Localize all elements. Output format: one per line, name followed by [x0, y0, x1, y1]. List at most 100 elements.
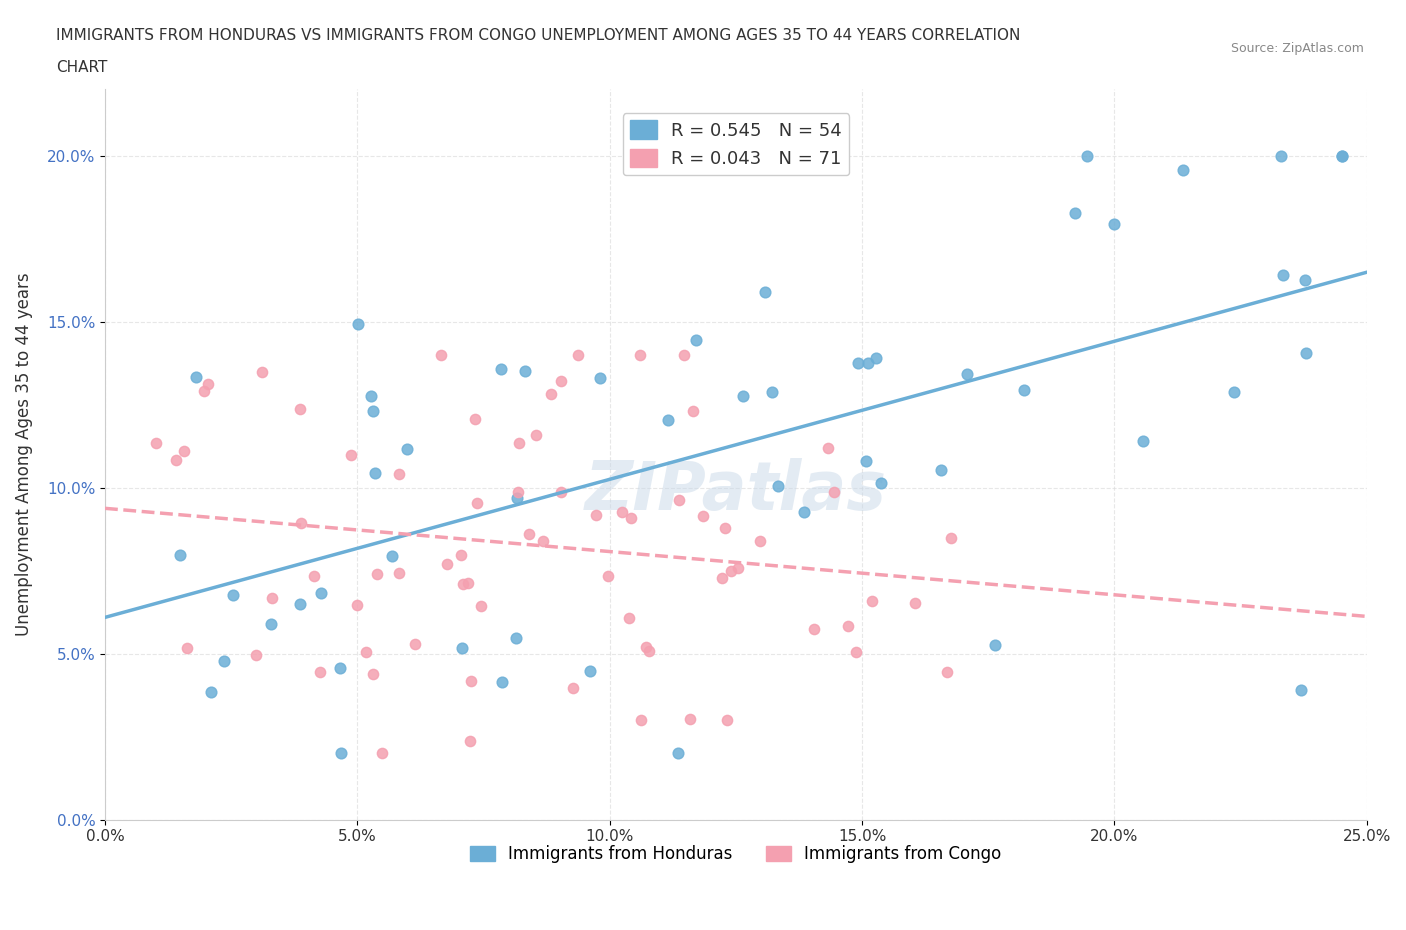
Point	[451, 577, 474, 591]
Point	[361, 404, 384, 418]
Point	[354, 644, 377, 659]
Point	[451, 640, 474, 655]
Point	[360, 389, 382, 404]
Point	[749, 534, 772, 549]
Point	[638, 644, 661, 658]
Point	[396, 442, 419, 457]
Point	[837, 618, 859, 633]
Point	[214, 654, 236, 669]
Point	[470, 598, 492, 613]
Text: IMMIGRANTS FROM HONDURAS VS IMMIGRANTS FROM CONGO UNEMPLOYMENT AMONG AGES 35 TO : IMMIGRANTS FROM HONDURAS VS IMMIGRANTS F…	[56, 28, 1021, 43]
Point	[731, 388, 754, 403]
Point	[1272, 268, 1295, 283]
Point	[668, 493, 690, 508]
Point	[716, 712, 738, 727]
Point	[200, 684, 222, 699]
Point	[682, 404, 704, 418]
Point	[939, 531, 962, 546]
Point	[290, 596, 312, 611]
Point	[855, 453, 877, 468]
Point	[176, 641, 198, 656]
Point	[491, 674, 513, 689]
Point	[1132, 433, 1154, 448]
Point	[612, 504, 634, 519]
Point	[436, 557, 458, 572]
Point	[186, 370, 208, 385]
Point	[309, 586, 332, 601]
Point	[1063, 206, 1085, 220]
Point	[506, 491, 529, 506]
Point	[371, 746, 394, 761]
Point	[145, 435, 167, 450]
Point	[860, 593, 883, 608]
Point	[388, 566, 411, 581]
Point	[596, 569, 619, 584]
Point	[550, 374, 572, 389]
Point	[666, 746, 689, 761]
Point	[464, 412, 486, 427]
Point	[465, 496, 488, 511]
Y-axis label: Unemployment Among Ages 35 to 44 years: Unemployment Among Ages 35 to 44 years	[15, 272, 32, 636]
Point	[793, 505, 815, 520]
Point	[381, 549, 404, 564]
Point	[460, 673, 482, 688]
Point	[929, 463, 952, 478]
Point	[1171, 162, 1194, 177]
Point	[766, 479, 789, 494]
Point	[531, 534, 554, 549]
Point	[846, 356, 869, 371]
Point	[870, 476, 893, 491]
Point	[1012, 382, 1035, 397]
Point	[711, 570, 734, 585]
Point	[302, 568, 325, 583]
Point	[845, 644, 868, 659]
Point	[260, 617, 283, 631]
Point	[754, 285, 776, 299]
Point	[339, 447, 361, 462]
Point	[567, 348, 589, 363]
Point	[329, 746, 352, 761]
Point	[388, 467, 411, 482]
Point	[309, 664, 332, 679]
Point	[817, 441, 839, 456]
Point	[630, 713, 652, 728]
Point	[636, 640, 658, 655]
Point	[197, 377, 219, 392]
Point	[1076, 149, 1098, 164]
Point	[361, 667, 384, 682]
Point	[517, 526, 540, 541]
Point	[460, 733, 482, 748]
Point	[524, 427, 547, 442]
Point	[245, 647, 267, 662]
Point	[865, 351, 887, 365]
Point	[165, 453, 187, 468]
Point	[620, 511, 643, 525]
Text: ZIPatlas: ZIPatlas	[585, 458, 887, 524]
Point	[984, 637, 1007, 652]
Point	[1330, 149, 1353, 164]
Point	[1223, 385, 1246, 400]
Text: CHART: CHART	[56, 60, 108, 75]
Point	[288, 401, 311, 416]
Point	[550, 485, 572, 499]
Point	[935, 665, 957, 680]
Point	[956, 366, 979, 381]
Point	[823, 485, 845, 499]
Point	[173, 444, 195, 458]
Point	[346, 597, 368, 612]
Point	[457, 576, 479, 591]
Point	[506, 485, 529, 499]
Point	[692, 508, 714, 523]
Point	[260, 591, 283, 605]
Point	[685, 332, 707, 347]
Point	[290, 516, 312, 531]
Point	[1289, 683, 1312, 698]
Point	[678, 711, 700, 726]
Point	[505, 631, 527, 645]
Point	[1104, 217, 1126, 232]
Point	[585, 508, 607, 523]
Point	[561, 681, 583, 696]
Point	[657, 413, 679, 428]
Point	[619, 611, 641, 626]
Text: Source: ZipAtlas.com: Source: ZipAtlas.com	[1230, 42, 1364, 55]
